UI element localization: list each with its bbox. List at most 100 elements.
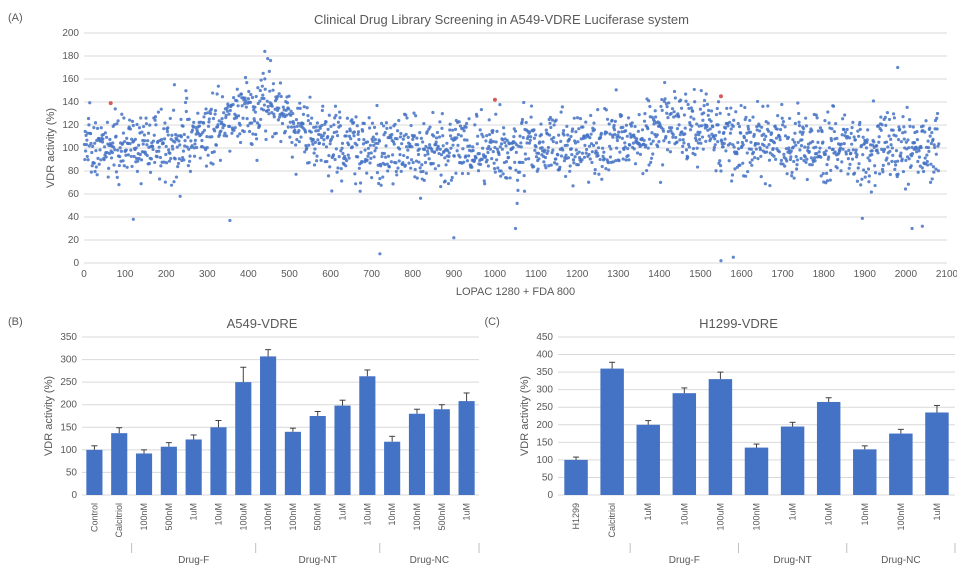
svg-text:1300: 1300 xyxy=(607,269,630,280)
svg-text:800: 800 xyxy=(404,269,421,280)
svg-text:100nM: 100nM xyxy=(752,503,762,531)
svg-text:100uM: 100uM xyxy=(238,503,248,531)
svg-text:150: 150 xyxy=(536,437,553,448)
svg-text:180: 180 xyxy=(62,51,79,62)
svg-text:Control: Control xyxy=(89,503,99,532)
svg-text:Drug-F: Drug-F xyxy=(178,555,209,566)
svg-text:200: 200 xyxy=(536,420,553,431)
svg-text:Calcitriol: Calcitriol xyxy=(607,503,617,538)
svg-text:2000: 2000 xyxy=(895,269,918,280)
svg-text:200: 200 xyxy=(158,269,175,280)
svg-text:160: 160 xyxy=(62,74,79,85)
svg-text:100nM: 100nM xyxy=(263,503,273,531)
svg-text:10nM: 10nM xyxy=(860,503,870,526)
svg-text:Calcitriol: Calcitriol xyxy=(114,503,124,538)
svg-text:100uM: 100uM xyxy=(715,503,725,531)
svg-text:10uM: 10uM xyxy=(213,503,223,526)
svg-text:0: 0 xyxy=(71,490,77,501)
svg-text:LOPAC 1280 + FDA 800: LOPAC 1280 + FDA 800 xyxy=(456,286,575,298)
svg-text:Drug-NT: Drug-NT xyxy=(298,555,336,566)
svg-text:500nM: 500nM xyxy=(436,503,446,531)
svg-text:400: 400 xyxy=(536,350,553,361)
svg-text:1uM: 1uM xyxy=(643,503,653,521)
svg-text:Drug-F: Drug-F xyxy=(669,555,700,566)
svg-text:1uM: 1uM xyxy=(932,503,942,521)
svg-text:1400: 1400 xyxy=(648,269,671,280)
panel-c-chart: H1299-VDRE 0 50 100 150 200 250 300 350 400 450 VD… xyxy=(516,312,961,577)
svg-text:1000: 1000 xyxy=(484,269,507,280)
svg-text:100nM: 100nM xyxy=(896,503,906,531)
panel-a-label: (A) xyxy=(8,8,42,308)
svg-text:10uM: 10uM xyxy=(362,503,372,526)
panel-a-chart: Clinical Drug Library Screening in A549-… xyxy=(42,8,961,308)
svg-text:350: 350 xyxy=(60,333,77,343)
svg-text:VDR activity (%): VDR activity (%) xyxy=(519,376,531,456)
svg-text:1200: 1200 xyxy=(566,269,589,280)
svg-text:Drug-NC: Drug-NC xyxy=(881,555,920,566)
svg-text:H1299: H1299 xyxy=(571,503,581,530)
svg-text:20: 20 xyxy=(68,235,80,246)
svg-text:0: 0 xyxy=(73,258,79,269)
panel-c-label: (C) xyxy=(485,312,517,577)
svg-text:200: 200 xyxy=(60,400,77,411)
svg-text:300: 300 xyxy=(536,385,553,396)
svg-text:50: 50 xyxy=(542,472,554,483)
svg-text:10uM: 10uM xyxy=(824,503,834,526)
svg-text:250: 250 xyxy=(60,377,77,388)
svg-text:1uM: 1uM xyxy=(337,503,347,521)
svg-text:120: 120 xyxy=(62,120,79,131)
svg-text:Drug-NT: Drug-NT xyxy=(773,555,811,566)
svg-text:2100: 2100 xyxy=(936,269,957,280)
svg-text:450: 450 xyxy=(536,333,553,343)
bar-chart-c: 0 50 100 150 200 250 300 350 400 450 VDR activity … xyxy=(516,333,961,573)
svg-text:80: 80 xyxy=(68,166,80,177)
panel-c-title: H1299-VDRE xyxy=(516,312,961,333)
bar-chart-b: 0 50 100 150 200 250 300 350 VDR activity (%) Con… xyxy=(40,333,485,573)
svg-text:200: 200 xyxy=(62,29,79,39)
svg-text:100nM: 100nM xyxy=(287,503,297,531)
svg-text:1600: 1600 xyxy=(730,269,753,280)
svg-text:VDR activity (%): VDR activity (%) xyxy=(43,376,55,456)
svg-text:100: 100 xyxy=(62,143,79,154)
svg-text:Drug-NC: Drug-NC xyxy=(409,555,448,566)
svg-text:1800: 1800 xyxy=(813,269,836,280)
svg-text:0: 0 xyxy=(81,269,87,280)
svg-text:40: 40 xyxy=(68,212,80,223)
svg-text:10nM: 10nM xyxy=(387,503,397,526)
svg-text:500nM: 500nM xyxy=(163,503,173,531)
svg-text:10uM: 10uM xyxy=(679,503,689,526)
panel-a-row: (A) Clinical Drug Library Screening in A… xyxy=(8,8,961,308)
svg-text:700: 700 xyxy=(363,269,380,280)
svg-text:100nM: 100nM xyxy=(411,503,421,531)
svg-text:1uM: 1uM xyxy=(788,503,798,521)
panel-b-chart: A549-VDRE 0 50 100 150 200 250 300 350 VDR activ… xyxy=(40,312,485,577)
svg-text:1900: 1900 xyxy=(854,269,877,280)
svg-text:300: 300 xyxy=(199,269,216,280)
svg-text:1500: 1500 xyxy=(689,269,712,280)
svg-text:140: 140 xyxy=(62,97,79,108)
panel-a-title: Clinical Drug Library Screening in A549-… xyxy=(42,8,961,29)
svg-text:VDR activity (%): VDR activity (%) xyxy=(45,108,57,188)
svg-text:60: 60 xyxy=(68,189,80,200)
svg-text:0: 0 xyxy=(547,490,553,501)
panel-b-title: A549-VDRE xyxy=(40,312,485,333)
svg-text:300: 300 xyxy=(60,355,77,366)
svg-text:400: 400 xyxy=(240,269,257,280)
svg-text:100: 100 xyxy=(60,445,77,456)
svg-text:1100: 1100 xyxy=(525,269,547,280)
svg-text:50: 50 xyxy=(65,467,77,478)
svg-text:1uM: 1uM xyxy=(461,503,471,521)
svg-text:1700: 1700 xyxy=(771,269,794,280)
svg-text:1uM: 1uM xyxy=(188,503,198,521)
svg-text:250: 250 xyxy=(536,402,553,413)
svg-text:100nM: 100nM xyxy=(139,503,149,531)
svg-text:100: 100 xyxy=(536,455,553,466)
panel-b-label: (B) xyxy=(8,312,40,577)
svg-text:350: 350 xyxy=(536,367,553,378)
scatter-plot-a: 0204060801001201401601802000100200300400… xyxy=(42,29,957,301)
svg-text:600: 600 xyxy=(322,269,339,280)
svg-text:900: 900 xyxy=(446,269,463,280)
svg-text:150: 150 xyxy=(60,422,77,433)
svg-text:100: 100 xyxy=(117,269,134,280)
svg-text:500nM: 500nM xyxy=(312,503,322,531)
